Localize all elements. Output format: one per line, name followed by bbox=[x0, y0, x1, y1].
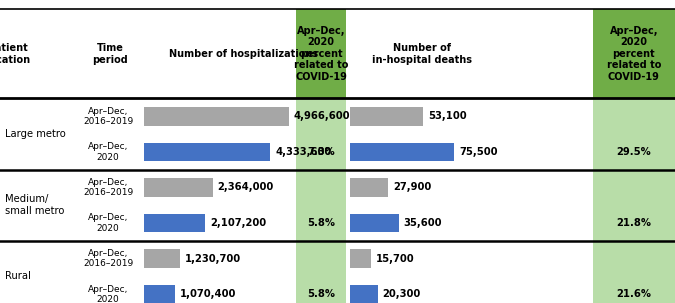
Text: 21.6%: 21.6% bbox=[616, 289, 651, 299]
Text: 4,333,600: 4,333,600 bbox=[275, 147, 331, 157]
Text: 35,600: 35,600 bbox=[404, 218, 442, 228]
Text: 1,070,400: 1,070,400 bbox=[180, 289, 236, 299]
Bar bbox=[144, 143, 271, 161]
Text: Rural: Rural bbox=[5, 271, 30, 281]
Bar bbox=[350, 214, 399, 232]
Bar bbox=[144, 214, 205, 232]
Bar bbox=[350, 178, 388, 197]
Text: Apr–Dec,
2020: Apr–Dec, 2020 bbox=[88, 285, 128, 303]
Text: Number of hospitalizations: Number of hospitalizations bbox=[169, 49, 318, 59]
Text: 2,107,200: 2,107,200 bbox=[210, 218, 266, 228]
Text: Medium/
small metro: Medium/ small metro bbox=[5, 195, 64, 216]
Text: 21.8%: 21.8% bbox=[616, 218, 651, 228]
Text: Apr–Dec,
2020
percent
related to
COVID-19: Apr–Dec, 2020 percent related to COVID-1… bbox=[607, 25, 661, 82]
Text: 20,300: 20,300 bbox=[383, 289, 421, 299]
Text: Time
period: Time period bbox=[92, 43, 128, 65]
Text: 2,364,000: 2,364,000 bbox=[217, 182, 274, 192]
Text: 5.8%: 5.8% bbox=[307, 218, 335, 228]
Bar bbox=[350, 285, 378, 303]
Bar bbox=[296, 98, 346, 303]
Bar bbox=[296, 9, 346, 98]
Bar bbox=[593, 9, 675, 98]
Text: 5.8%: 5.8% bbox=[307, 289, 335, 299]
Bar bbox=[350, 249, 371, 268]
Text: 7.3%: 7.3% bbox=[307, 147, 335, 157]
Text: Patient
location: Patient location bbox=[0, 43, 30, 65]
Bar bbox=[350, 107, 423, 125]
Bar bbox=[144, 178, 213, 197]
Text: 53,100: 53,100 bbox=[428, 111, 466, 121]
Text: 1,230,700: 1,230,700 bbox=[184, 254, 240, 264]
Text: 29.5%: 29.5% bbox=[616, 147, 651, 157]
Text: Apr–Dec,
2016–2019: Apr–Dec, 2016–2019 bbox=[83, 178, 133, 197]
Text: Number of
in-hospital deaths: Number of in-hospital deaths bbox=[372, 43, 472, 65]
Text: 15,700: 15,700 bbox=[376, 254, 414, 264]
Text: 27,900: 27,900 bbox=[393, 182, 431, 192]
Bar bbox=[350, 143, 454, 161]
Text: Apr–Dec,
2020: Apr–Dec, 2020 bbox=[88, 142, 128, 161]
Text: Apr–Dec,
2016–2019: Apr–Dec, 2016–2019 bbox=[83, 107, 133, 126]
Bar bbox=[144, 249, 180, 268]
Bar bbox=[144, 285, 175, 303]
Bar bbox=[144, 107, 289, 125]
Text: 75,500: 75,500 bbox=[459, 147, 497, 157]
Bar bbox=[593, 98, 675, 303]
Text: Apr–Dec,
2020: Apr–Dec, 2020 bbox=[88, 213, 128, 233]
Text: Apr–Dec,
2020
percent
related to
COVID-19: Apr–Dec, 2020 percent related to COVID-1… bbox=[294, 25, 348, 82]
Text: 4,966,600: 4,966,600 bbox=[294, 111, 350, 121]
Text: Apr–Dec,
2016–2019: Apr–Dec, 2016–2019 bbox=[83, 249, 133, 268]
Text: Large metro: Large metro bbox=[5, 129, 65, 139]
